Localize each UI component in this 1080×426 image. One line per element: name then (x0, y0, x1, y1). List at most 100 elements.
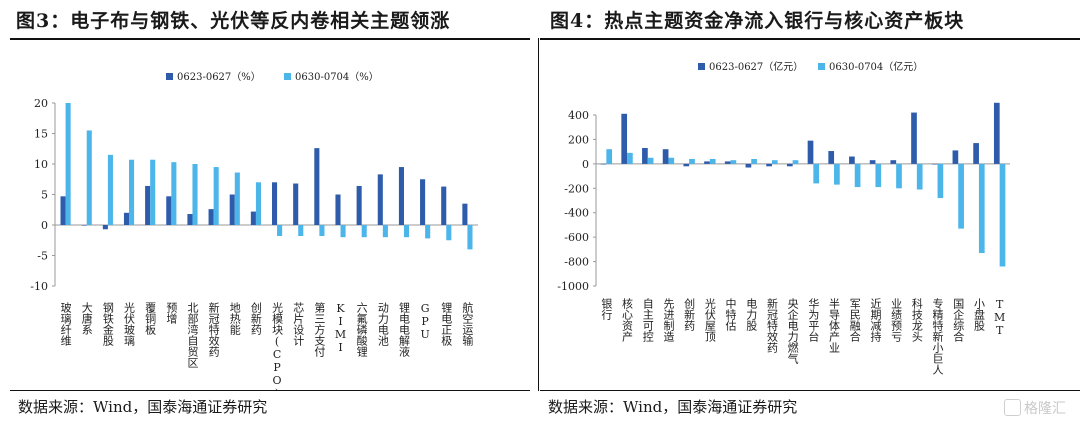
bar-series2 (668, 157, 675, 164)
category-label: 军民融合 (848, 298, 861, 342)
bar-series1 (704, 161, 710, 164)
bar-series1 (931, 163, 938, 165)
bar-series1 (869, 160, 876, 164)
bar-series2 (382, 225, 388, 238)
panel-divider (538, 38, 539, 391)
left-chart: 0623-0627（%） 0630-0704（%） -10 -5 0 5 10 15 20 玻璃纤… (30, 71, 478, 390)
bar-series1 (441, 186, 447, 225)
category-label: 半导体产业 (828, 297, 841, 353)
bar-series2 (771, 160, 778, 164)
category-label: 中特估 (724, 298, 737, 332)
bar-series2 (213, 167, 219, 225)
left-top-rule (10, 38, 530, 40)
y-tick-label: 0 (582, 158, 589, 171)
category-label: 钢铁金股 (101, 302, 114, 347)
bar-series2 (978, 163, 985, 254)
category-label: 第三方支付 (313, 301, 326, 358)
category-label: 专精特新小巨人 (931, 297, 944, 375)
y-tick-label: -400 (564, 207, 589, 220)
bar-series2 (255, 182, 261, 225)
watermark-icon (1004, 399, 1021, 416)
bar-series1 (786, 163, 793, 167)
bar-series1 (890, 160, 897, 164)
right-figure-title: 图4：热点主题资金净流入银行与核心资产板块 (550, 10, 965, 32)
y-tick-label: -200 (564, 182, 589, 195)
legend-label-2: 0630-0704（%） (295, 71, 379, 83)
bar-series2 (107, 154, 113, 225)
category-label: 创新药 (249, 302, 262, 336)
bar-series1 (272, 182, 278, 225)
left-bottom-rule (10, 390, 530, 391)
legend-label-1: 0623-0627（亿元） (709, 60, 803, 73)
y-tick-label: -600 (564, 231, 589, 244)
bar-series2 (467, 225, 473, 250)
category-label: 北部湾自贸区 (186, 302, 199, 368)
y-tick-label: 0 (41, 219, 48, 232)
category-label: 光伏玻璃 (123, 301, 136, 347)
legend-label-2: 0630-0704（亿元） (829, 60, 923, 73)
bar-series1 (250, 211, 256, 225)
legend-swatch-2 (818, 63, 825, 70)
category-label: 创新药 (683, 298, 696, 332)
bar-series2 (340, 225, 346, 238)
legend-label-1: 0623-0627（%） (177, 71, 261, 83)
category-label: 新冠特效药 (207, 301, 220, 358)
bar-series2 (916, 163, 923, 190)
bar-series1 (911, 112, 917, 164)
bar-series1 (60, 196, 66, 225)
bar-series1 (993, 102, 1000, 164)
bar-series1 (807, 140, 814, 164)
bar-series2 (319, 225, 325, 236)
category-label: 大唐系 (80, 301, 93, 335)
bar-series2 (606, 149, 613, 164)
bar-series1 (335, 194, 341, 225)
watermark-logo: 格隆汇 (1004, 398, 1066, 418)
bar-series1 (420, 179, 426, 225)
category-label: 业绩预亏 (890, 298, 903, 343)
y-tick-label: 400 (568, 109, 589, 122)
bar-series2 (896, 163, 902, 189)
category-label: 玻璃纤维 (59, 302, 72, 346)
bar-series2 (834, 163, 840, 185)
bar-series2 (647, 157, 654, 164)
y-tick-label: -10 (30, 280, 48, 293)
category-label: 芯片设计 (292, 301, 305, 347)
category-label: 新冠特效药 (765, 297, 778, 354)
watermark-text: 格隆汇 (1024, 401, 1066, 417)
category-label: 小盘股 (972, 298, 985, 332)
bar-series2 (171, 162, 177, 225)
category-label: 地热能 (228, 302, 241, 336)
bar-series2 (730, 160, 737, 164)
bar-series1 (356, 185, 362, 225)
bar-series1 (952, 150, 959, 164)
bar-series2 (627, 152, 633, 164)
bar-series1 (187, 214, 193, 225)
bar-series1 (123, 212, 130, 225)
y-tick-label: -800 (564, 256, 589, 269)
bar-series2 (751, 158, 757, 164)
right-chart: 0623-0627（亿元） 0630-0704（亿元） -1000 -800 -600 -… (557, 60, 1010, 375)
left-source-note: 数据来源：Wind，国泰海通证券研究 (18, 398, 268, 416)
category-label: 光伏屋顶 (703, 297, 716, 343)
bar-series2 (813, 163, 820, 184)
bar-series1 (600, 163, 607, 165)
y-tick-label: -5 (37, 250, 48, 263)
bar-series2 (425, 225, 431, 239)
bar-series1 (377, 174, 383, 225)
category-label: GPU (419, 302, 432, 341)
bar-series1 (462, 203, 468, 225)
bar-series1 (229, 194, 235, 225)
bar-series1 (766, 163, 772, 167)
bar-series1 (293, 183, 299, 225)
y-tick-label: 10 (34, 158, 48, 171)
category-label: 银行 (600, 297, 613, 321)
bar-series1 (849, 156, 855, 164)
bar-series2 (86, 130, 92, 225)
bar-series2 (854, 163, 861, 188)
category-label: 锂电电解液 (397, 301, 410, 358)
bar-series1 (745, 163, 752, 168)
bar-series2 (277, 225, 283, 236)
right-panel: 图4：热点主题资金净流入银行与核心资产板块 0623-0627（亿元） 0630-… (540, 0, 1080, 426)
y-tick-label: 15 (34, 128, 48, 141)
bar-series1 (208, 209, 214, 225)
